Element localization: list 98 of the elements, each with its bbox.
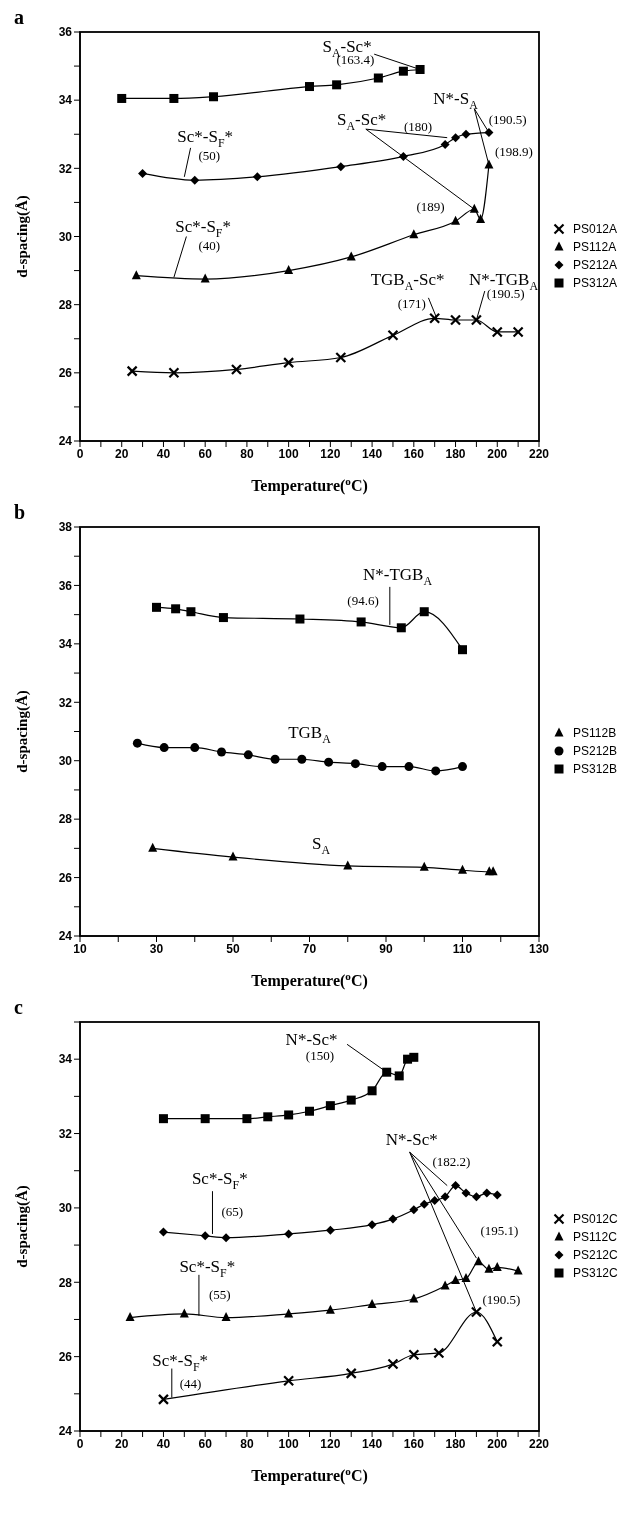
x-tick-label: 60 <box>198 1436 213 1451</box>
annotation: Sc*-S$_{F}$* <box>179 1256 236 1280</box>
y-tick-label: 24 <box>58 434 73 449</box>
y-tick-label: 34 <box>58 637 73 652</box>
annotation: S$_{A}$-Sc* <box>337 109 387 133</box>
y-tick-label: 36 <box>58 578 73 593</box>
annotation: (94.6) <box>347 592 379 608</box>
annotation: Sc*-S$_{F}$* <box>177 126 234 150</box>
x-axis-title: Temperature($^{o}$C) <box>251 1465 368 1485</box>
annotation: (171) <box>397 295 426 311</box>
legend-label: PS112B <box>573 725 617 740</box>
x-tick-label: 100 <box>278 1436 299 1451</box>
legend-label: PS112A <box>573 239 617 254</box>
annotation: (190.5) <box>488 111 527 127</box>
y-tick-label: 32 <box>58 161 73 176</box>
legend-label: PS212C <box>573 1247 618 1262</box>
x-tick-label: 0 <box>76 446 84 461</box>
annotation: (189) <box>416 198 445 214</box>
annotation: N*-TGB$_{A}$ <box>362 564 433 588</box>
x-tick-label: 160 <box>403 1436 425 1451</box>
x-tick-label: 0 <box>76 1436 84 1451</box>
x-axis-title: Temperature($^{o}$C) <box>251 970 368 990</box>
x-tick-label: 160 <box>403 446 425 461</box>
annotation: TGB$_{A}$-Sc* <box>370 269 445 294</box>
annotation: (55) <box>208 1286 231 1302</box>
legend-label: PS312A <box>573 275 618 290</box>
legend-label: PS312C <box>573 1265 618 1280</box>
annotation: S$_{A}$ <box>311 833 331 857</box>
y-tick-label: 26 <box>58 366 73 381</box>
x-tick-label: 110 <box>452 941 473 956</box>
y-tick-label: 30 <box>58 753 73 768</box>
annotation: (50) <box>198 147 221 163</box>
annotation: N*-Sc* <box>285 1029 338 1049</box>
annotation: N*-Sc* <box>385 1129 438 1149</box>
y-tick-label: 26 <box>58 870 73 885</box>
x-tick-label: 120 <box>320 446 341 461</box>
legend-label: PS312B <box>573 761 618 776</box>
legend-label: PS012C <box>573 1211 618 1226</box>
y-tick-label: 36 <box>58 25 73 40</box>
x-tick-label: 140 <box>362 1436 383 1451</box>
x-tick-label: 80 <box>240 446 254 461</box>
y-tick-label: 34 <box>58 1052 73 1067</box>
legend-label: PS012A <box>573 221 618 236</box>
y-tick-label: 28 <box>58 297 73 312</box>
y-axis-title: d-spacing(Å) <box>14 1185 31 1268</box>
annotation: (195.1) <box>480 1222 519 1238</box>
y-tick-label: 32 <box>58 695 73 710</box>
y-tick-label: 28 <box>58 812 73 827</box>
x-tick-label: 40 <box>156 1436 171 1451</box>
x-tick-label: 120 <box>320 1436 341 1451</box>
y-axis-title: d-spacing(Å) <box>14 690 31 773</box>
x-tick-label: 130 <box>528 941 550 956</box>
annotation: (150) <box>305 1047 335 1063</box>
x-tick-label: 180 <box>445 446 466 461</box>
x-tick-label: 90 <box>379 941 393 956</box>
y-tick-label: 32 <box>58 1126 73 1141</box>
legend-label: PS112C <box>573 1229 617 1244</box>
y-tick-label: 30 <box>58 1201 73 1216</box>
annotation: (182.2) <box>432 1153 471 1169</box>
y-tick-label: 26 <box>58 1349 73 1364</box>
annotation: N*-S$_{A}$ <box>433 88 479 113</box>
x-tick-label: 40 <box>156 446 171 461</box>
x-tick-label: 20 <box>115 446 129 461</box>
annotation: TGB$_{A}$ <box>288 722 332 746</box>
x-tick-label: 200 <box>487 1436 508 1451</box>
annotation: (44) <box>179 1375 202 1391</box>
x-tick-label: 140 <box>362 446 383 461</box>
x-tick-label: 50 <box>226 941 240 956</box>
x-tick-label: 200 <box>487 446 508 461</box>
x-tick-label: 100 <box>278 446 299 461</box>
annotation: (65) <box>221 1203 244 1219</box>
y-tick-label: 34 <box>58 93 73 108</box>
legend-label: PS212A <box>573 257 618 272</box>
x-tick-label: 20 <box>115 1436 129 1451</box>
annotation: (198.9) <box>495 143 533 159</box>
chart-title: a <box>14 6 24 28</box>
x-tick-label: 30 <box>149 941 164 956</box>
y-tick-label: 28 <box>58 1275 73 1290</box>
y-tick-label: 24 <box>58 929 73 944</box>
x-tick-label: 180 <box>445 1436 466 1451</box>
x-tick-label: 220 <box>528 446 550 461</box>
annotation: Sc*-S$_{F}$* <box>191 1168 248 1193</box>
chart-title: c <box>14 996 23 1018</box>
y-tick-label: 38 <box>58 520 73 535</box>
x-tick-label: 80 <box>240 1436 254 1451</box>
x-tick-label: 10 <box>73 941 87 956</box>
annotation: (180) <box>403 118 433 134</box>
x-tick-label: 60 <box>198 446 213 461</box>
y-axis-title: d-spacing(Å) <box>14 195 31 278</box>
annotation: Sc*-S$_{F}$* <box>152 1350 209 1375</box>
x-axis-title: Temperature($^{o}$C) <box>251 475 368 495</box>
legend-label: PS212B <box>573 743 618 758</box>
annotation: (190.5) <box>482 1291 521 1307</box>
y-tick-label: 24 <box>58 1424 73 1439</box>
y-tick-label: 30 <box>58 229 73 244</box>
x-tick-label: 70 <box>302 941 317 956</box>
x-tick-label: 220 <box>528 1436 550 1451</box>
chart-title: b <box>14 501 26 523</box>
